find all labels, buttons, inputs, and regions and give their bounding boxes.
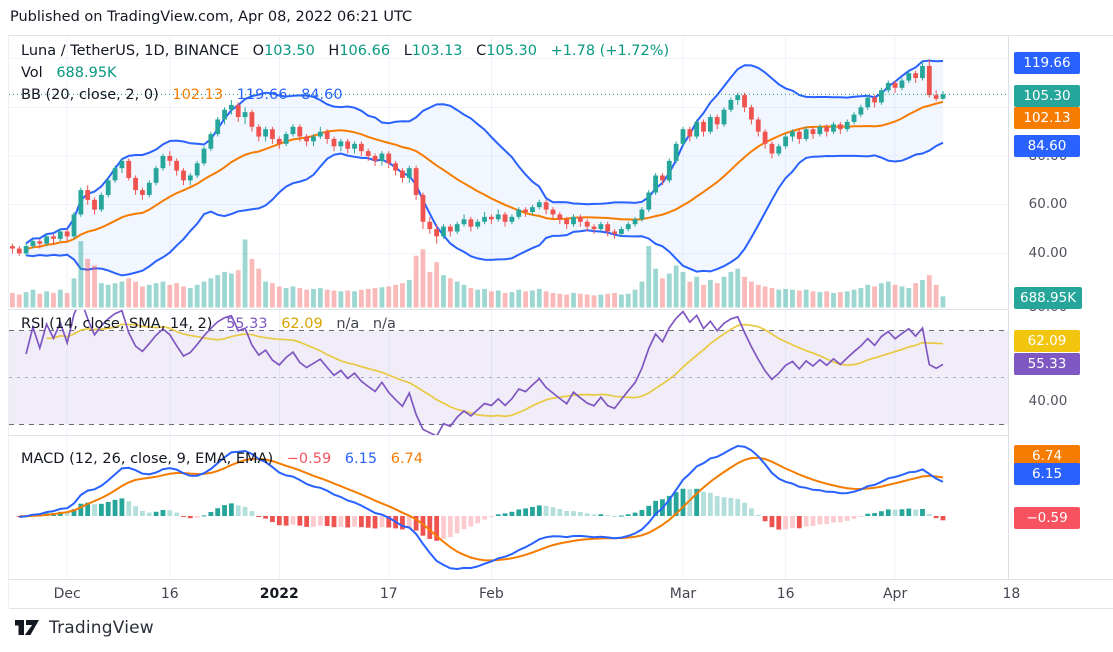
- time-axis-label: Apr: [882, 586, 908, 602]
- time-axis-label: Dec: [53, 586, 81, 602]
- published-header: Published on TradingView.com, Apr 08, 20…: [10, 9, 413, 25]
- axis-badge-teal: 688.95K: [1014, 287, 1083, 309]
- axis-badge-yellow: 62.09: [1014, 330, 1080, 352]
- price-axis-label: 60.00: [1028, 196, 1068, 212]
- axis-badge-teal: 105.30: [1014, 85, 1080, 107]
- axis-badge-purple: 55.33: [1014, 353, 1080, 375]
- axis-badge-blue: 84.60: [1014, 135, 1080, 157]
- time-axis-label: Mar: [669, 586, 697, 602]
- tradingview-logo-text: TradingView: [49, 617, 154, 638]
- price-axis-label: 40.00: [1028, 245, 1068, 261]
- time-axis-label: 16: [776, 586, 795, 602]
- price-axis-label: 40.00: [1028, 393, 1068, 409]
- axis-badge-orange: 102.13: [1014, 107, 1080, 129]
- axis-badge-blue: 6.15: [1014, 463, 1080, 485]
- time-axis[interactable]: Dec 16 2022 17 Feb Mar 16 Apr 18: [9, 579, 1113, 609]
- price-axis[interactable]: 80.0060.0040.0080.0040.00119.66105.30102…: [1008, 36, 1113, 607]
- chart-frame: Luna / TetherUS, 1D, BINANCE O103.50 H10…: [8, 35, 1113, 609]
- main-chart[interactable]: [9, 36, 1008, 579]
- time-axis-label: 2022: [259, 586, 299, 602]
- axis-badge-blue: 119.66: [1014, 52, 1080, 74]
- axis-badge-red: −0.59: [1014, 507, 1080, 529]
- axis-badge-orange: 6.74: [1014, 445, 1080, 467]
- time-axis-label: 16: [160, 586, 179, 602]
- time-axis-label: 18: [1002, 586, 1021, 602]
- time-axis-label: 17: [379, 586, 398, 602]
- time-axis-label: Feb: [478, 586, 504, 602]
- tradingview-logo-icon: [15, 620, 39, 635]
- tradingview-logo[interactable]: TradingView: [14, 617, 154, 638]
